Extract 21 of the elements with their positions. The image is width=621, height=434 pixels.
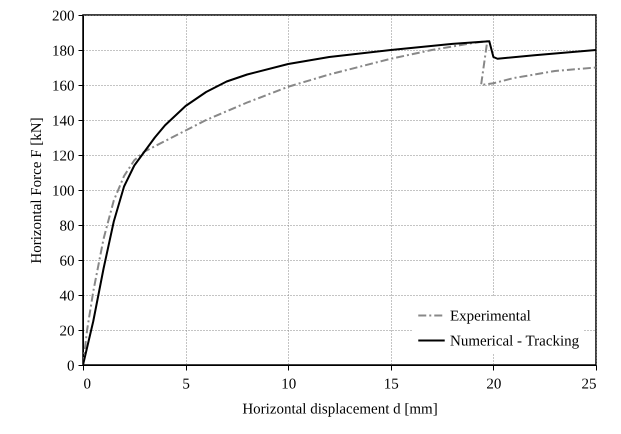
x-tick-label: 25: [582, 376, 596, 392]
x-axis-title: Horizontal displacement d [mm]: [242, 402, 438, 418]
y-axis-title: Horizontal Force F [kN]: [29, 117, 45, 264]
x-tick-label: 10: [281, 376, 296, 392]
x-tick-label: 15: [384, 376, 399, 392]
y-tick-label: 80: [60, 218, 74, 234]
y-tick-label: 120: [52, 148, 74, 164]
y-tick-label: 60: [60, 254, 74, 270]
y-tick-label: 180: [52, 44, 74, 60]
y-tick-label: 0: [67, 358, 74, 374]
x-tick-label: 0: [84, 376, 91, 392]
y-tick-label: 100: [52, 184, 74, 200]
x-tick-label: 5: [182, 376, 190, 392]
y-tick-label: 40: [60, 288, 74, 304]
legend-label: Experimental: [450, 308, 531, 324]
y-tick-label: 140: [52, 114, 74, 130]
x-tick-label: 20: [486, 376, 502, 392]
legend-label: Numerical - Tracking: [450, 334, 580, 350]
y-tick-label: 160: [52, 78, 74, 94]
y-tick-label: 200: [52, 8, 74, 24]
y-tick-label: 20: [60, 324, 74, 340]
